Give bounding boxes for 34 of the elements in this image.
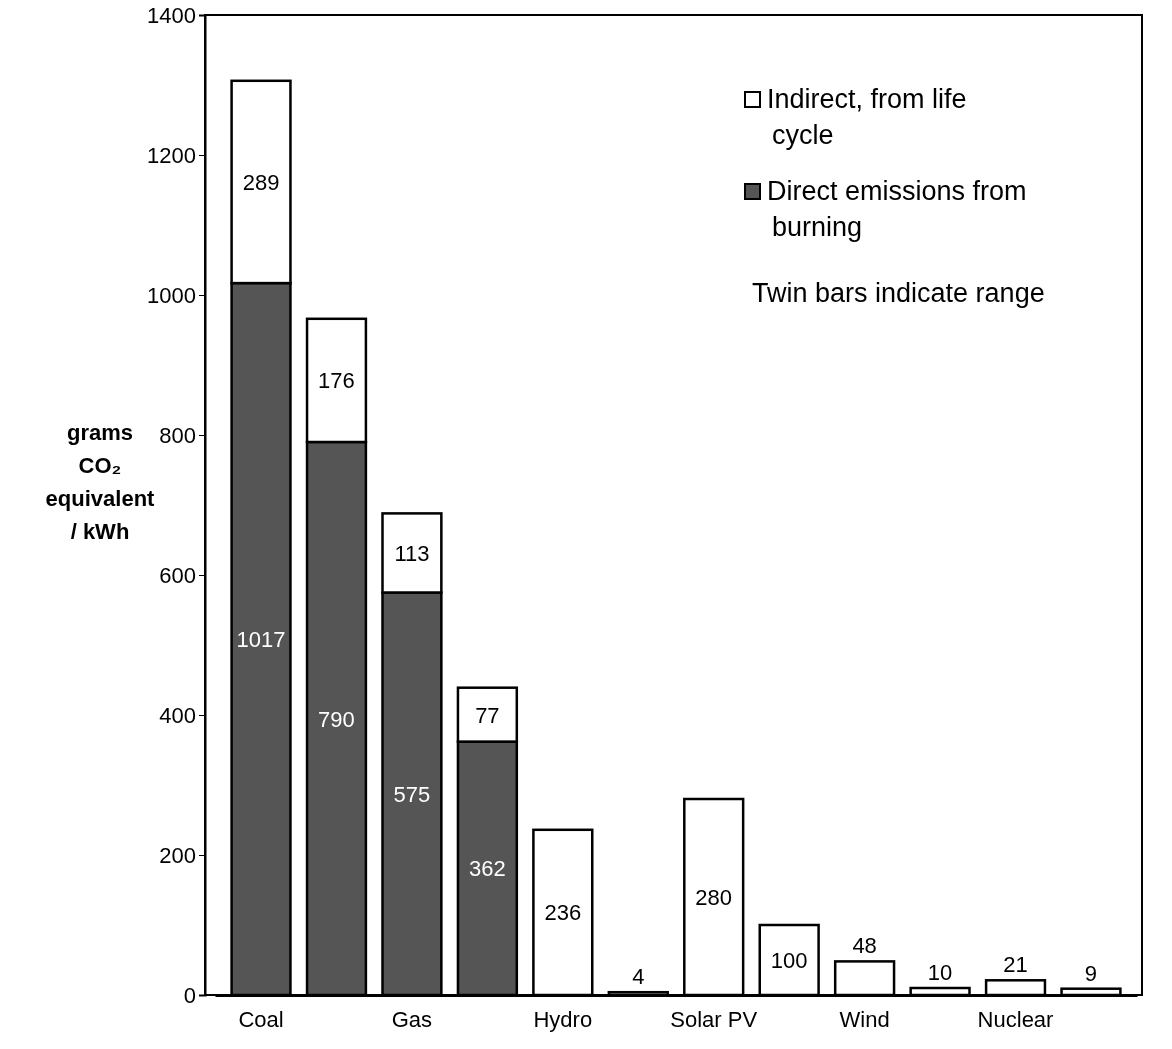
legend-label: Direct emissions from burning bbox=[767, 176, 1027, 242]
x-tick-label: Gas bbox=[391, 1006, 433, 1032]
data-label: 4 bbox=[632, 964, 645, 990]
x-tick-label: Hydro bbox=[533, 1006, 593, 1032]
data-label: 10 bbox=[927, 960, 953, 985]
data-label: 575 bbox=[393, 781, 431, 807]
legend-label: Indirect, from life cycle bbox=[767, 84, 967, 150]
x-tick-label: Nuclear bbox=[977, 1006, 1054, 1032]
data-label: 790 bbox=[318, 706, 355, 732]
data-label: 100 bbox=[770, 948, 808, 973]
data-label: 280 bbox=[695, 885, 733, 910]
y-tick-label: 400 bbox=[159, 702, 196, 728]
data-label: 289 bbox=[242, 169, 280, 195]
data-label: 9 bbox=[1084, 960, 1098, 986]
data-label: 113 bbox=[394, 540, 430, 566]
data-label: 77 bbox=[475, 702, 500, 728]
x-tick-label: Coal bbox=[238, 1006, 284, 1032]
y-tick-label: 800 bbox=[159, 422, 196, 448]
y-tick-label: 200 bbox=[159, 842, 196, 868]
x-tick-label: Solar PV bbox=[670, 1006, 758, 1032]
data-label: 48 bbox=[852, 933, 877, 959]
x-tick-label: Wind bbox=[839, 1006, 890, 1032]
y-tick-label: 1400 bbox=[147, 2, 196, 28]
y-tick-label: 1200 bbox=[147, 142, 196, 168]
data-label: 1017 bbox=[236, 627, 286, 653]
y-axis-title: grams CO₂ equivalent / kWh bbox=[45, 420, 156, 544]
data-label: 362 bbox=[469, 856, 506, 882]
data-label: 176 bbox=[318, 368, 355, 394]
data-label: 236 bbox=[544, 900, 582, 926]
annotation: Twin bars indicate range bbox=[752, 278, 1045, 308]
y-tick-label: 1000 bbox=[147, 282, 196, 308]
y-tick-label: 0 bbox=[183, 982, 196, 1008]
y-tick-label: 600 bbox=[159, 562, 196, 588]
data-label: 21 bbox=[1003, 952, 1028, 978]
